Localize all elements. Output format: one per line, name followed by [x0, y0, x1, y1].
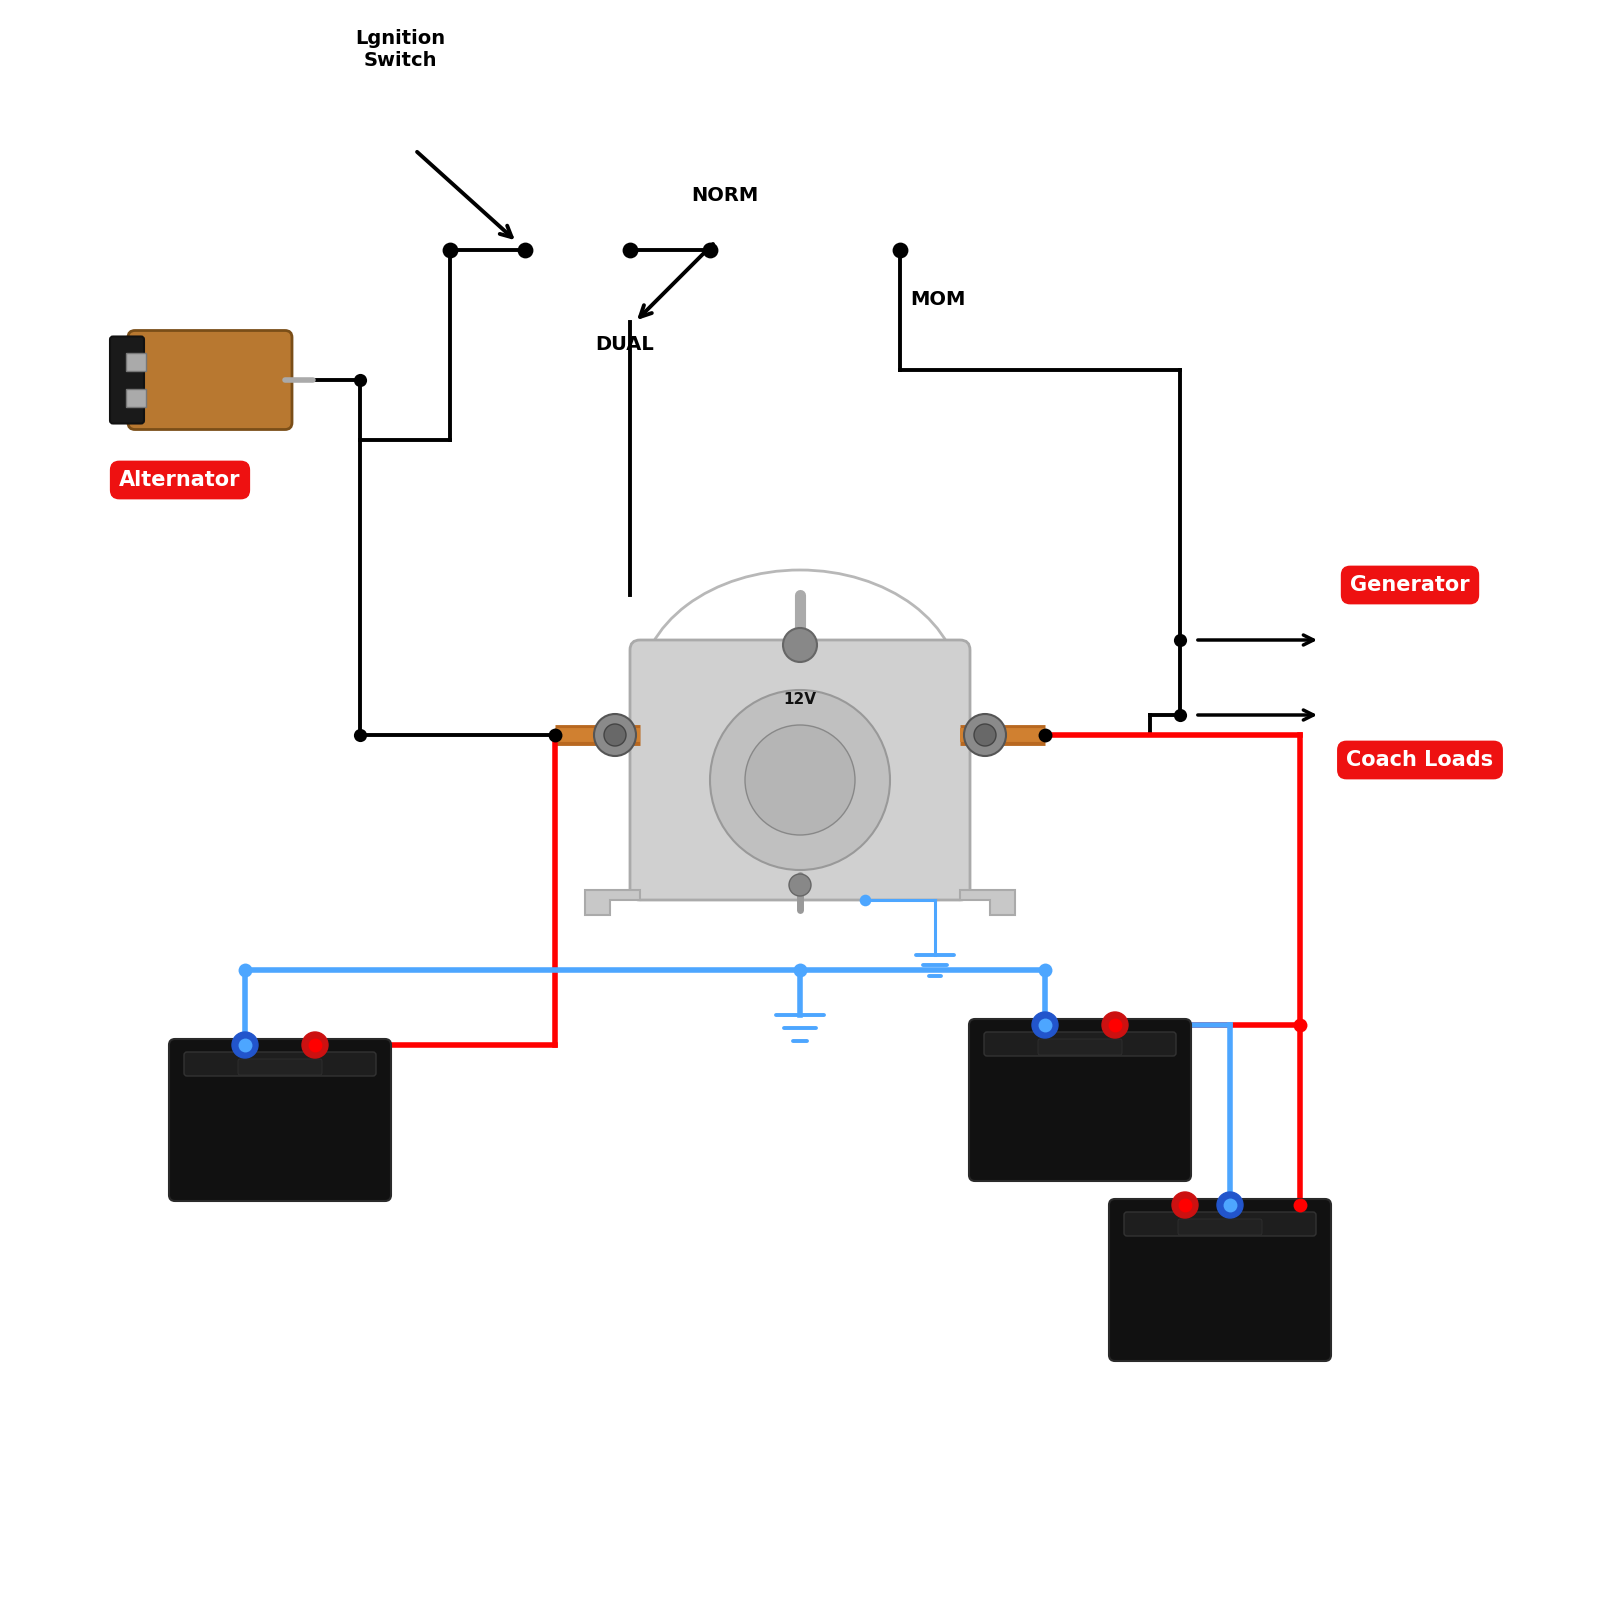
- Text: Lgnition
Switch: Lgnition Switch: [355, 29, 445, 70]
- FancyBboxPatch shape: [128, 331, 291, 429]
- Circle shape: [594, 714, 637, 757]
- Text: Alternator: Alternator: [120, 470, 240, 490]
- Circle shape: [1102, 1013, 1128, 1038]
- Circle shape: [1218, 1192, 1243, 1218]
- Point: [618, 237, 643, 262]
- Point: [512, 237, 538, 262]
- FancyBboxPatch shape: [238, 1059, 322, 1075]
- Point: [1032, 1013, 1058, 1038]
- Point: [347, 366, 373, 392]
- Point: [1173, 1192, 1198, 1218]
- Circle shape: [605, 723, 626, 746]
- Text: DUAL: DUAL: [595, 334, 654, 354]
- Text: Coach Loads: Coach Loads: [1347, 750, 1493, 770]
- FancyBboxPatch shape: [184, 1053, 376, 1077]
- Point: [1218, 1192, 1243, 1218]
- FancyBboxPatch shape: [110, 336, 144, 424]
- Point: [886, 237, 912, 262]
- Circle shape: [746, 725, 854, 835]
- FancyBboxPatch shape: [1123, 1213, 1315, 1235]
- Text: Generator: Generator: [1350, 574, 1470, 595]
- Text: MOM: MOM: [910, 290, 965, 309]
- Circle shape: [232, 1032, 258, 1058]
- Point: [1168, 627, 1194, 653]
- FancyBboxPatch shape: [630, 640, 970, 899]
- Circle shape: [1032, 1013, 1058, 1038]
- FancyBboxPatch shape: [126, 389, 146, 406]
- Point: [437, 237, 462, 262]
- Circle shape: [782, 627, 818, 662]
- Point: [1286, 1192, 1312, 1218]
- Text: NORM: NORM: [691, 186, 758, 205]
- Point: [698, 237, 723, 262]
- Circle shape: [789, 874, 811, 896]
- Circle shape: [974, 723, 995, 746]
- Point: [853, 886, 878, 912]
- FancyBboxPatch shape: [126, 354, 146, 371]
- Text: 12V: 12V: [784, 693, 816, 707]
- Point: [232, 1032, 258, 1058]
- Point: [1032, 722, 1058, 747]
- Point: [542, 722, 568, 747]
- Circle shape: [1171, 1192, 1198, 1218]
- Circle shape: [710, 690, 890, 870]
- FancyBboxPatch shape: [170, 1038, 390, 1202]
- FancyBboxPatch shape: [1109, 1198, 1331, 1362]
- Point: [232, 957, 258, 982]
- FancyBboxPatch shape: [970, 1019, 1190, 1181]
- Polygon shape: [586, 890, 640, 915]
- Circle shape: [963, 714, 1006, 757]
- Polygon shape: [960, 890, 1014, 915]
- FancyBboxPatch shape: [1178, 1219, 1262, 1235]
- FancyBboxPatch shape: [984, 1032, 1176, 1056]
- FancyBboxPatch shape: [1038, 1038, 1122, 1054]
- Point: [1102, 1013, 1128, 1038]
- Point: [787, 957, 813, 982]
- Point: [1286, 1013, 1312, 1038]
- Point: [1032, 957, 1058, 982]
- Point: [347, 722, 373, 747]
- Point: [1168, 702, 1194, 728]
- Point: [302, 1032, 328, 1058]
- Circle shape: [302, 1032, 328, 1058]
